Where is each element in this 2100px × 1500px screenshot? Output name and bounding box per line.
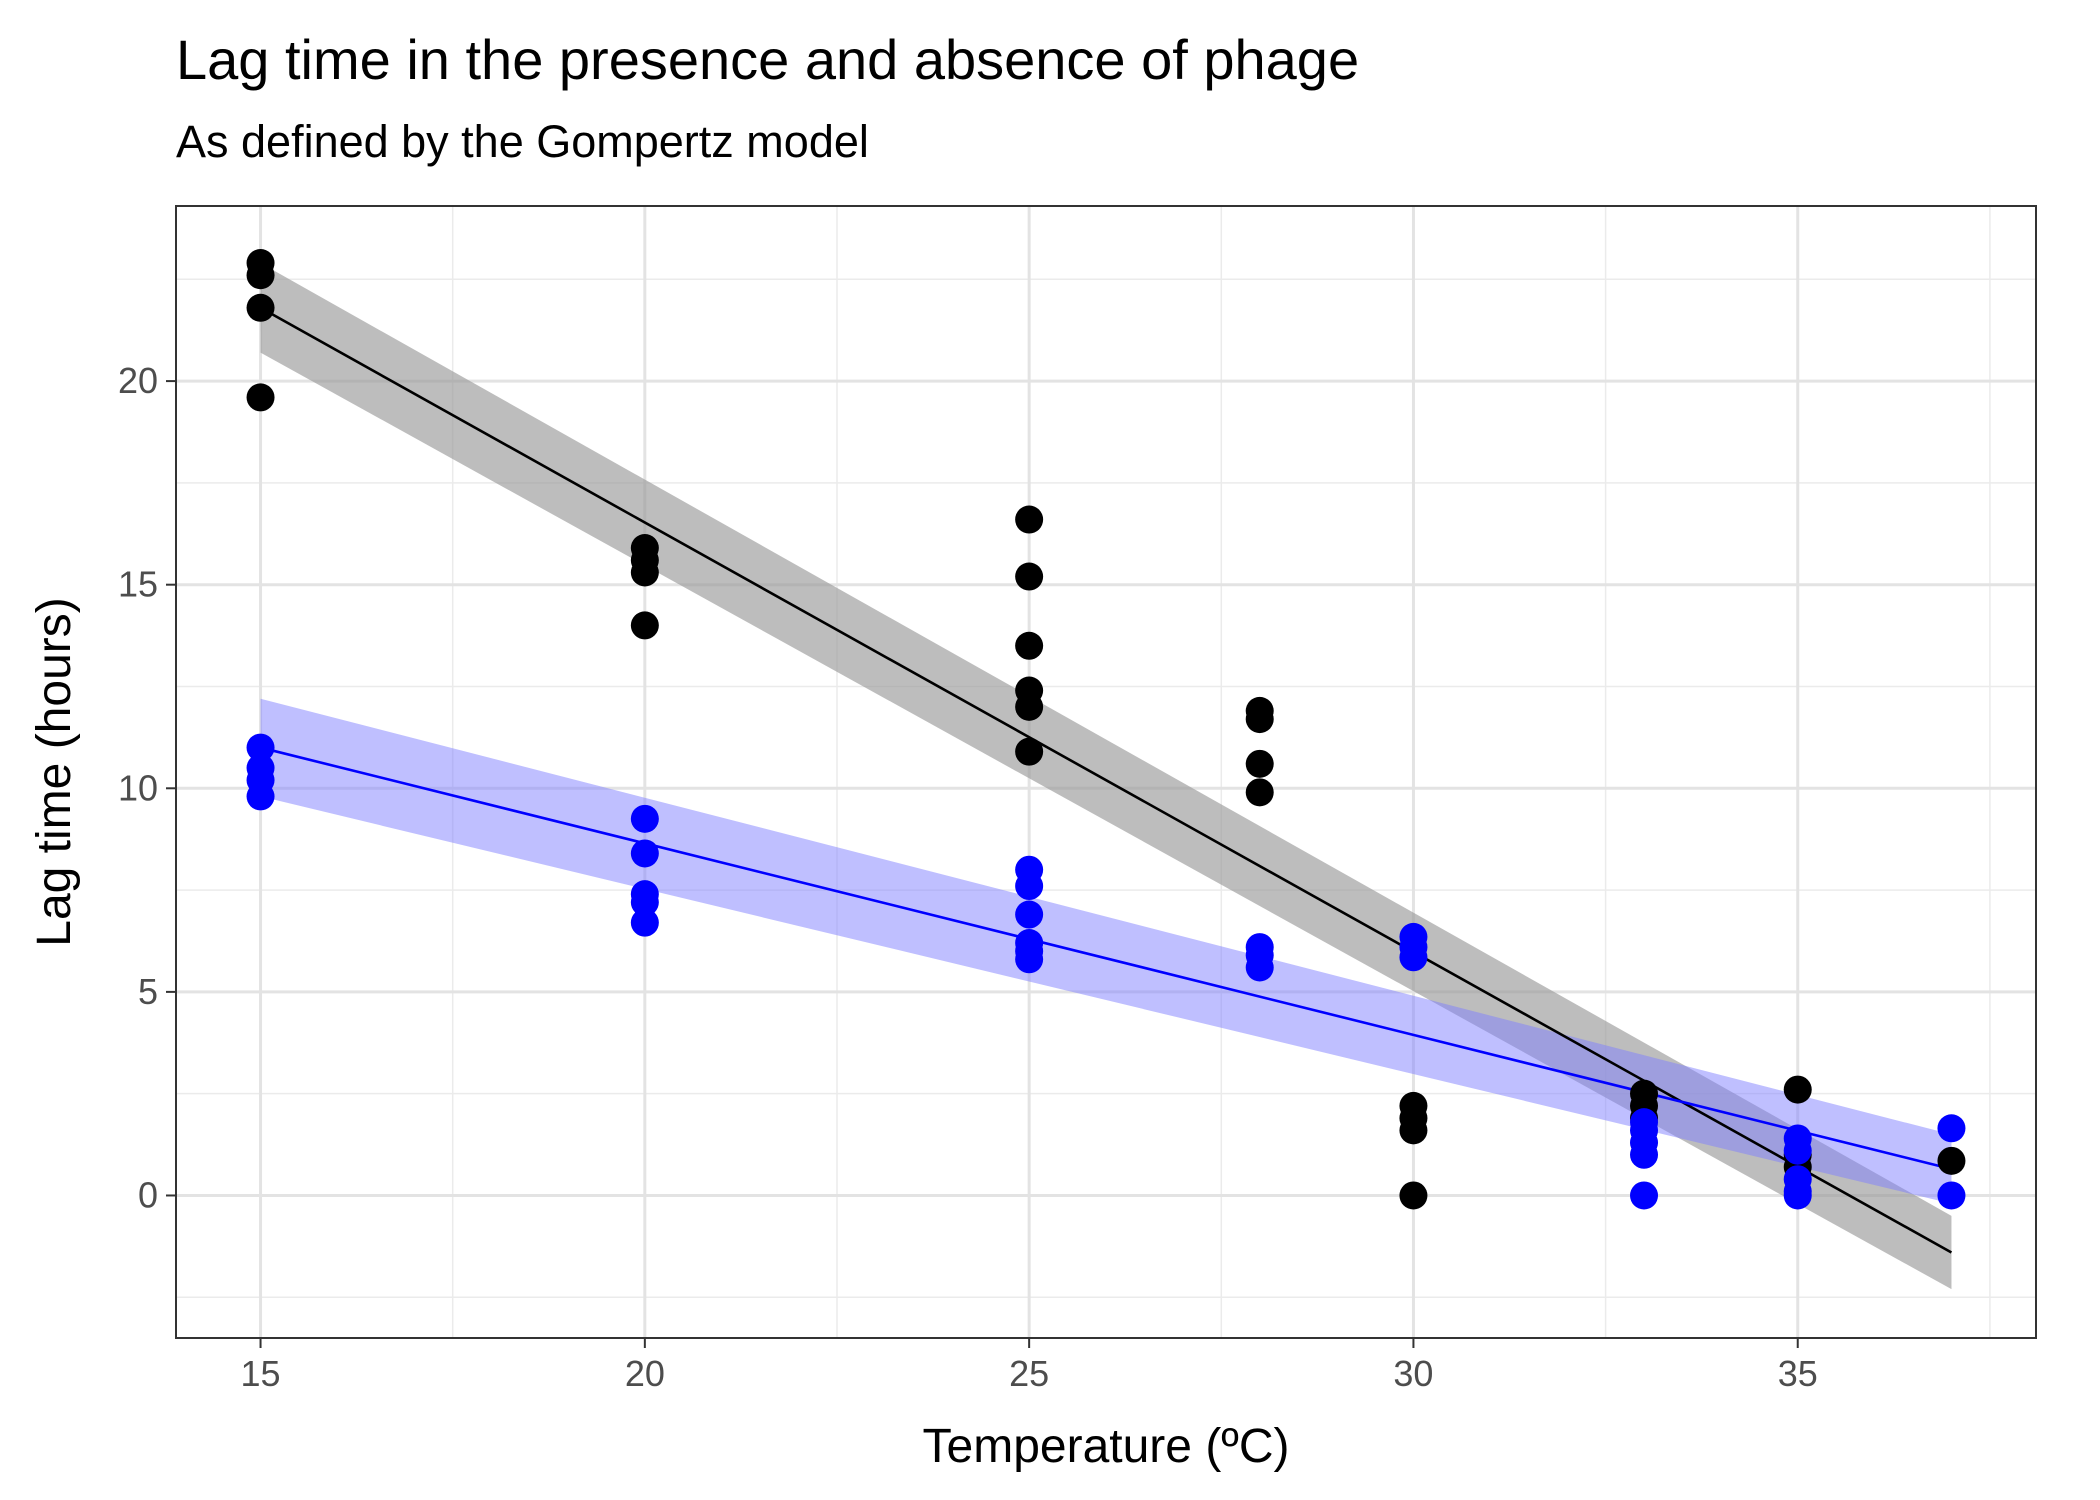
data-point xyxy=(630,888,659,917)
data-point xyxy=(246,733,275,762)
data-point xyxy=(1015,900,1044,929)
data-point xyxy=(630,908,659,937)
y-tick-label: 15 xyxy=(118,564,158,605)
y-tick-label: 5 xyxy=(138,971,158,1012)
y-axis-ticks: 0 5 10 15 20 xyxy=(118,360,176,1215)
data-point xyxy=(630,839,659,868)
data-point xyxy=(1245,953,1274,982)
data-point xyxy=(246,293,275,322)
data-point xyxy=(246,261,275,290)
x-tick-label: 25 xyxy=(1009,1353,1049,1394)
data-point xyxy=(630,804,659,833)
confidence-band xyxy=(260,698,1952,1204)
data-point xyxy=(630,558,659,587)
data-point xyxy=(246,782,275,811)
y-tick-label: 10 xyxy=(118,767,158,808)
data-point xyxy=(1015,692,1044,721)
fit-line-layer xyxy=(259,306,1953,1254)
x-tick-label: 20 xyxy=(625,1353,665,1394)
data-point xyxy=(1015,872,1044,901)
data-point xyxy=(1783,1136,1812,1165)
x-tick-label: 35 xyxy=(1778,1353,1818,1394)
x-tick-label: 30 xyxy=(1393,1353,1433,1394)
data-point xyxy=(1630,1140,1659,1169)
data-point xyxy=(1015,505,1044,534)
x-axis-title: Temperature (ºC) xyxy=(923,1420,1290,1473)
x-tick-label: 15 xyxy=(241,1353,281,1394)
data-point xyxy=(1015,945,1044,974)
data-point xyxy=(1245,749,1274,778)
data-point xyxy=(1245,705,1274,734)
data-point xyxy=(1015,737,1044,766)
data-point xyxy=(1245,778,1274,807)
fit-line xyxy=(260,746,1952,1171)
data-point xyxy=(1937,1146,1966,1175)
x-axis-ticks: 15 20 25 30 35 xyxy=(241,1338,1818,1394)
y-axis-title: Lag time (hours) xyxy=(28,597,81,946)
chart-title: Lag time in the presence and absence of … xyxy=(176,28,1360,91)
chart-subtitle: As defined by the Gompertz model xyxy=(176,116,869,167)
data-point xyxy=(246,383,275,412)
y-tick-label: 0 xyxy=(138,1174,158,1215)
data-point xyxy=(1399,1116,1428,1145)
data-point xyxy=(1937,1114,1966,1143)
y-tick-label: 20 xyxy=(118,360,158,401)
data-point xyxy=(1937,1181,1966,1210)
data-point xyxy=(630,611,659,640)
data-point xyxy=(1399,1181,1428,1210)
data-point-layer xyxy=(246,249,1966,1210)
data-point xyxy=(1630,1181,1659,1210)
confidence-band-layer xyxy=(260,263,1952,1290)
data-point xyxy=(1783,1075,1812,1104)
data-point xyxy=(1015,631,1044,660)
grid-layer xyxy=(176,206,2036,1338)
data-point xyxy=(1015,562,1044,591)
data-point xyxy=(1399,943,1428,972)
data-point xyxy=(1783,1181,1812,1210)
plot-border xyxy=(175,205,2037,1339)
fit-line xyxy=(259,306,1953,1254)
